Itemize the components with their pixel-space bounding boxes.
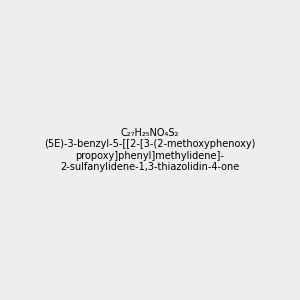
Text: C₂₇H₂₅NO₄S₂
(5E)-3-benzyl-5-[[2-[3-(2-methoxyphenoxy)
propoxy]phenyl]methylidene: C₂₇H₂₅NO₄S₂ (5E)-3-benzyl-5-[[2-[3-(2-me…	[44, 128, 256, 172]
